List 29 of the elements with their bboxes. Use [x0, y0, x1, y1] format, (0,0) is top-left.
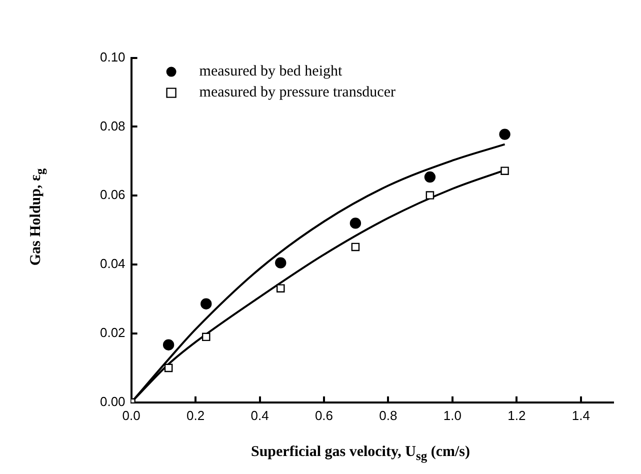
point	[202, 332, 210, 342]
y-tick-label: 0.02	[100, 325, 126, 340]
point	[426, 191, 434, 200]
point	[276, 284, 285, 292]
legend-label: measured by pressure transducer	[199, 84, 396, 101]
point	[275, 257, 286, 268]
x-tick-label: 1.2	[508, 408, 526, 423]
point	[162, 339, 174, 350]
x-tick-label: 0.4	[250, 408, 269, 423]
y-tick-label: 0.08	[100, 118, 126, 134]
legend-label: measured by bed height	[199, 64, 344, 80]
y-tick-label: 0.06	[100, 187, 126, 202]
point	[351, 242, 360, 252]
y-tick-label: 0.00	[100, 394, 126, 409]
y-tick-label: 0.10	[100, 49, 126, 64]
x-axis-title: Superficial gas velocity, U$_{sg}$ (cm/s)	[250, 444, 472, 464]
point	[164, 364, 173, 372]
point	[424, 171, 436, 183]
x-tick-label: 0.6	[314, 408, 334, 423]
x-tick-label: 0.8	[379, 408, 398, 423]
point	[500, 166, 509, 175]
y-tick-label: 0.04	[100, 256, 126, 272]
point	[200, 298, 212, 310]
point	[499, 128, 510, 140]
x-tick-label: 0.2	[186, 408, 205, 423]
point	[350, 218, 362, 229]
x-tick-label: 1.0	[443, 408, 462, 423]
x-tick-label: 0.0	[122, 408, 140, 423]
x-tick-label: 1.4	[572, 408, 590, 423]
